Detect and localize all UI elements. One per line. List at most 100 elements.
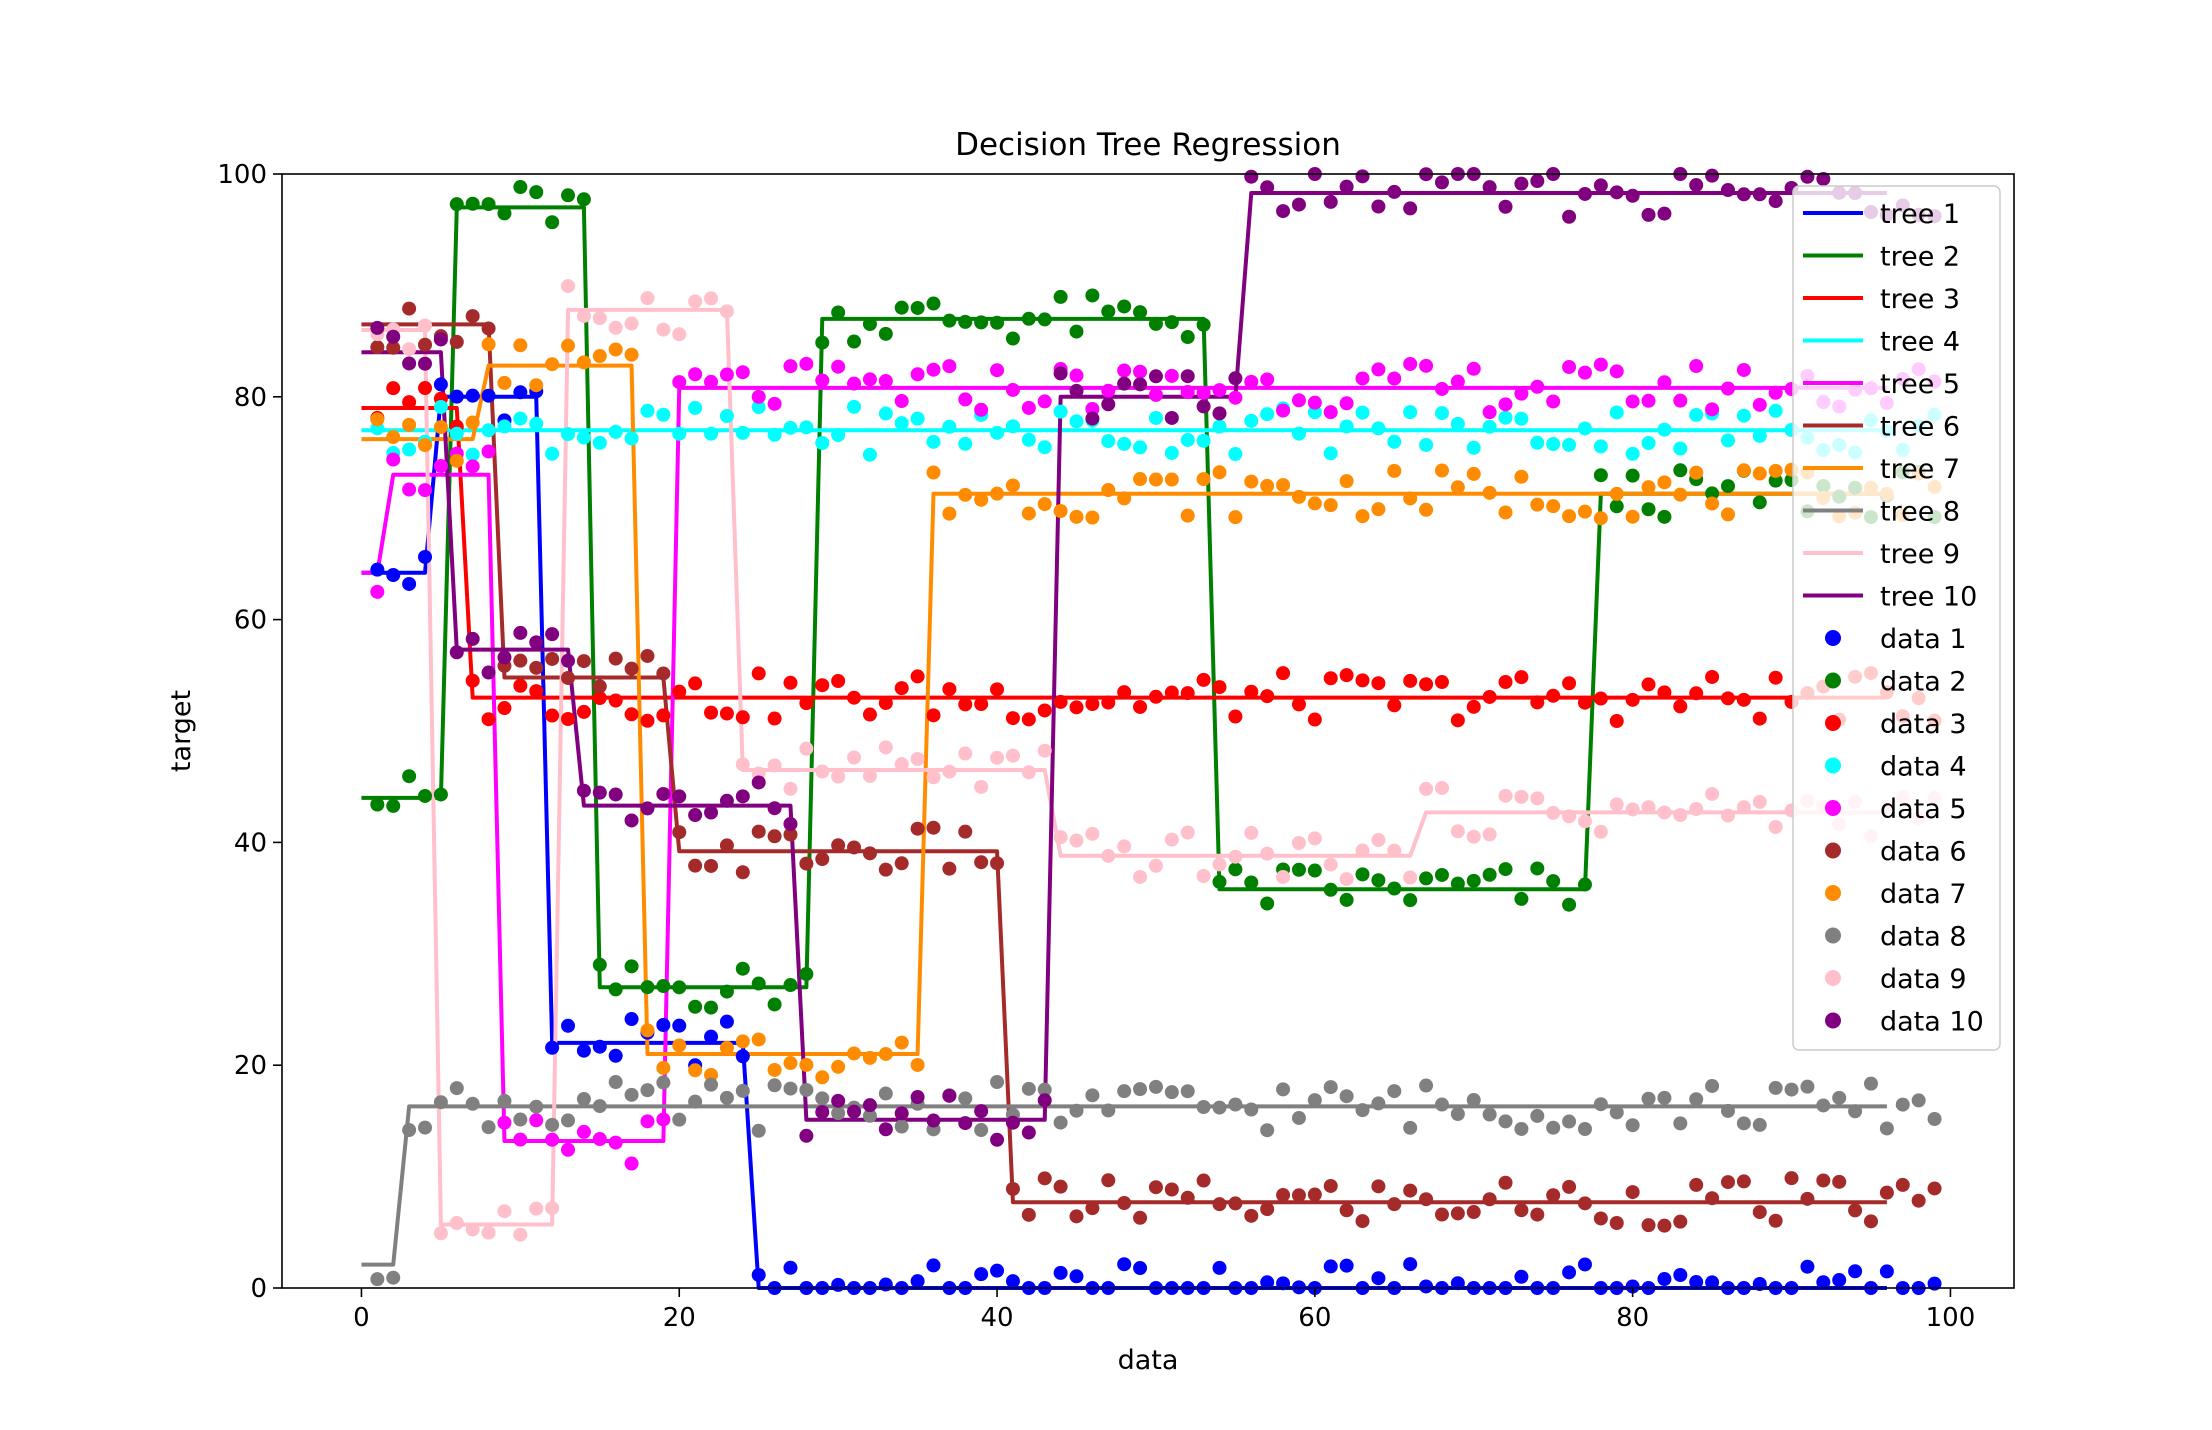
data-point [783, 978, 798, 993]
data-point [847, 376, 862, 391]
data-point [1720, 507, 1735, 522]
data-point [1307, 1187, 1322, 1202]
data-point [1021, 765, 1036, 780]
data-point [926, 770, 941, 785]
data-point [497, 206, 512, 221]
data-point [481, 665, 496, 680]
data-point [1752, 711, 1767, 726]
data-point [799, 356, 814, 371]
data-point [433, 332, 448, 347]
data-point [465, 459, 480, 474]
data-point [1625, 468, 1640, 483]
data-point [1244, 374, 1259, 389]
data-point [1625, 1185, 1640, 1200]
data-point [1228, 510, 1243, 525]
data-point [561, 711, 576, 726]
data-point [1530, 1108, 1545, 1123]
data-point [1069, 1269, 1084, 1284]
data-point [529, 185, 544, 200]
data-point [1339, 1089, 1354, 1104]
data-point [1450, 480, 1465, 495]
data-point [1641, 480, 1656, 495]
data-point [1260, 1275, 1275, 1290]
data-point [799, 1057, 814, 1072]
data-point [1021, 432, 1036, 447]
data-point [1053, 830, 1068, 845]
data-point [1117, 1195, 1132, 1210]
data-point [513, 385, 528, 400]
data-point [1387, 881, 1402, 896]
data-point [1053, 289, 1068, 304]
data-point [608, 342, 623, 357]
data-point [656, 666, 671, 681]
legend-label: data 5 [1880, 794, 1967, 825]
data-point [1657, 1272, 1672, 1287]
data-point [1593, 511, 1608, 526]
legend-label: tree 4 [1880, 327, 1960, 358]
data-point [878, 740, 893, 755]
data-point [1117, 436, 1132, 451]
data-point [942, 419, 957, 434]
data-point [1434, 867, 1449, 882]
legend-label: tree 9 [1880, 539, 1960, 570]
data-point [1530, 861, 1545, 876]
data-point [1466, 1092, 1481, 1107]
data-point [719, 984, 734, 999]
data-point [1450, 374, 1465, 389]
data-point [767, 829, 782, 844]
data-point [958, 746, 973, 761]
data-point [1514, 789, 1529, 804]
data-point [513, 411, 528, 426]
data-point [1705, 669, 1720, 684]
data-point [783, 675, 798, 690]
data-point [608, 424, 623, 439]
data-points-8 [370, 1075, 1942, 1287]
data-point [1260, 372, 1275, 387]
data-point [1291, 1110, 1306, 1125]
data-point [1387, 843, 1402, 858]
data-point [624, 1087, 639, 1102]
data-point [831, 674, 846, 688]
data-point [1625, 1118, 1640, 1133]
data-point [847, 840, 862, 855]
data-point [1848, 1264, 1863, 1279]
data-point [1593, 1211, 1608, 1226]
data-point [1689, 178, 1704, 193]
data-point [1546, 394, 1561, 409]
legend-label: tree 1 [1880, 199, 1960, 230]
data-point [1323, 671, 1338, 686]
data-point [1228, 371, 1243, 386]
data-point [1419, 1279, 1434, 1294]
legend-label: data 3 [1880, 709, 1967, 740]
data-point [1101, 383, 1116, 398]
data-point [1403, 893, 1418, 908]
data-point [958, 436, 973, 451]
data-point [1689, 802, 1704, 816]
data-point [1101, 434, 1116, 449]
data-point [799, 696, 814, 711]
legend: tree 1 tree 2 tree 3 tree 4 tree 5 tree 6 tree… [1792, 185, 2001, 1051]
data-point [1164, 410, 1179, 425]
data-point [719, 367, 734, 382]
data-point [767, 997, 782, 1012]
data-point [1577, 1196, 1592, 1211]
legend-marker-swatch [1825, 885, 1841, 901]
data-point [831, 838, 846, 853]
data-point [1403, 405, 1418, 420]
data-point [449, 1081, 464, 1096]
data-point [894, 394, 909, 409]
data-point [481, 712, 496, 727]
data-point [1562, 437, 1577, 452]
data-point [449, 453, 464, 468]
data-point [497, 1093, 512, 1108]
data-point [1037, 394, 1052, 409]
data-point [1562, 209, 1577, 224]
data-point [1832, 1090, 1847, 1105]
data-point [1196, 869, 1211, 884]
data-point [831, 305, 846, 320]
data-point [1355, 509, 1370, 524]
data-point [1101, 1103, 1116, 1118]
data-point [894, 1035, 909, 1050]
data-point [1562, 676, 1577, 691]
data-point [1323, 1178, 1338, 1193]
